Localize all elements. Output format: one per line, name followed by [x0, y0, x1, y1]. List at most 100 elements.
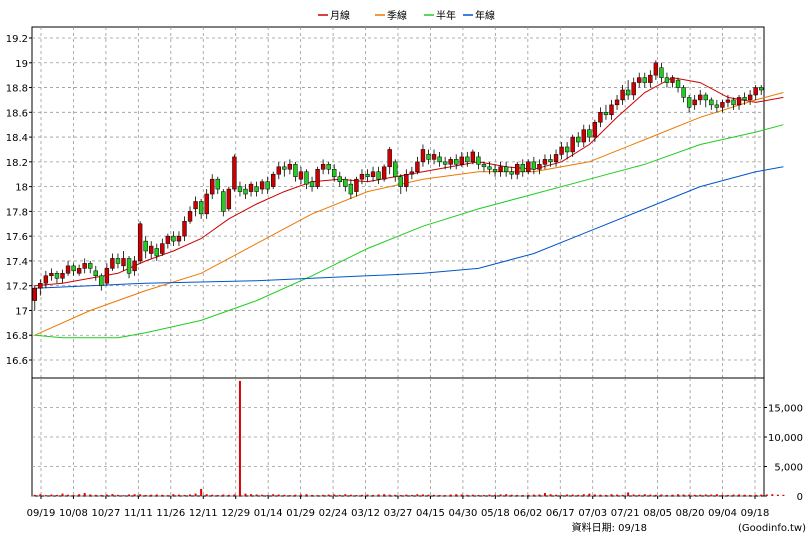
legend-label: 月線: [330, 9, 350, 22]
candle: [387, 146, 392, 175]
volume-bar: [627, 492, 630, 496]
candle: [43, 270, 49, 289]
candle: [210, 174, 215, 199]
x-tick-label: 07/03: [578, 508, 607, 519]
volume-bar: [238, 380, 241, 496]
candle: [132, 255, 137, 276]
candle: [404, 169, 409, 192]
volume-tick-label: 15,000: [768, 404, 803, 415]
candle: [459, 151, 464, 167]
candle: [681, 85, 686, 103]
candle: [437, 151, 442, 167]
volume-bar: [743, 494, 746, 496]
candle: [642, 72, 647, 88]
volume-bar: [55, 494, 58, 496]
candle-body: [282, 166, 287, 170]
price-tick-label: 19.2: [6, 34, 28, 45]
volume-bar: [44, 495, 47, 496]
volume-bar: [616, 494, 619, 496]
volume-bar: [67, 494, 70, 496]
candle-body: [437, 156, 442, 163]
candle: [237, 181, 243, 197]
volume-bar: [128, 494, 131, 496]
candle: [49, 268, 54, 281]
candlesticks: [32, 60, 764, 311]
candle-body: [271, 173, 276, 187]
candle-body: [576, 136, 581, 143]
candle-body: [587, 129, 592, 138]
volume-bar: [505, 494, 508, 496]
candle-body: [320, 164, 326, 170]
candle: [576, 132, 581, 147]
x-tick-label: 07/21: [611, 508, 640, 519]
volume-bar: [322, 494, 325, 496]
candle-body: [714, 104, 720, 108]
candle-body: [276, 166, 281, 175]
candle-body: [559, 146, 564, 155]
candle-body: [670, 77, 675, 83]
volume-tick-label: 0: [797, 492, 803, 503]
x-tick-label: 03/27: [384, 508, 413, 519]
candle-body: [154, 248, 159, 257]
volume-bar: [200, 488, 203, 496]
volume-bar: [660, 494, 663, 496]
volume-bar: [593, 494, 596, 496]
price-tick-label: 17.4: [6, 257, 28, 268]
volume-bar: [471, 494, 474, 496]
candle-body: [65, 265, 71, 274]
candle: [215, 176, 220, 195]
candle: [614, 94, 620, 110]
candle: [686, 94, 692, 113]
volume-bar: [144, 494, 147, 496]
price-tick-label: 18.2: [6, 158, 28, 169]
volume-bar: [765, 494, 768, 496]
candle-body: [193, 201, 198, 210]
candle-body: [465, 156, 470, 163]
candle-body: [370, 171, 376, 177]
candle: [115, 253, 121, 269]
x-tick-label: 08/05: [643, 508, 672, 519]
ma-line-年線: [34, 166, 784, 289]
candle: [326, 161, 331, 175]
candle: [381, 164, 387, 182]
price-tick-label: 18: [15, 183, 28, 194]
volume-bar: [61, 493, 64, 496]
volume-bar: [665, 494, 668, 496]
volume-bars: [33, 380, 785, 496]
x-tick-label: 11/11: [124, 508, 153, 519]
volume-bar: [682, 494, 685, 496]
candle: [492, 164, 498, 177]
volume-bar: [211, 494, 214, 496]
volume-bar: [116, 494, 119, 496]
candle: [420, 144, 426, 167]
x-tick-label: 12/29: [221, 508, 250, 519]
candle-body: [459, 156, 464, 165]
volume-bar: [150, 494, 153, 496]
candle-body: [204, 193, 209, 215]
volume-bar: [488, 494, 491, 496]
candle-body: [686, 97, 692, 108]
candle-body: [298, 171, 304, 180]
volume-bar: [410, 494, 413, 496]
candle-body: [38, 282, 43, 289]
source-label: (Goodinfo.tw): [738, 523, 806, 534]
volume-bar: [194, 493, 197, 496]
candle-body: [581, 129, 586, 143]
volume-bar: [466, 494, 469, 496]
candle: [487, 161, 492, 175]
candle: [736, 94, 742, 110]
candle: [176, 231, 182, 247]
candle-body: [287, 164, 293, 170]
price-tick-label: 17.6: [6, 232, 28, 243]
candle: [753, 85, 758, 100]
volume-bar: [460, 494, 463, 496]
volume-panel: 0 5,000 10,000 15,000: [31, 377, 803, 503]
volume-bar: [438, 494, 441, 496]
price-tick-label: 18.6: [6, 108, 28, 119]
candle-body: [603, 112, 609, 116]
candle: [598, 107, 603, 128]
candle-body: [509, 171, 514, 175]
candle: [287, 159, 293, 175]
volume-bar: [494, 494, 497, 496]
candle-body: [309, 181, 315, 187]
